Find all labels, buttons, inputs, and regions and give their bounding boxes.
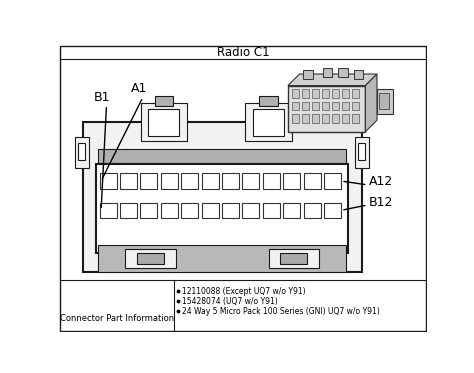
Bar bbox=[125, 249, 175, 268]
Bar bbox=[332, 90, 339, 98]
Bar bbox=[98, 245, 346, 272]
Bar bbox=[140, 203, 157, 218]
Bar bbox=[332, 102, 339, 110]
Bar bbox=[283, 173, 300, 189]
Bar bbox=[302, 114, 309, 122]
Bar bbox=[78, 143, 85, 160]
Text: 15428074 (UQ7 w/o Y91): 15428074 (UQ7 w/o Y91) bbox=[182, 297, 277, 305]
Bar bbox=[222, 203, 239, 218]
Bar bbox=[181, 203, 198, 218]
Bar bbox=[155, 96, 173, 106]
Bar bbox=[342, 90, 349, 98]
Bar bbox=[312, 102, 319, 110]
Bar bbox=[201, 203, 219, 218]
Bar bbox=[245, 103, 292, 141]
Text: B1: B1 bbox=[94, 91, 110, 104]
Text: Connector Part Information: Connector Part Information bbox=[60, 314, 173, 323]
Bar bbox=[75, 137, 89, 168]
Bar bbox=[201, 173, 219, 189]
Bar bbox=[304, 203, 321, 218]
Bar bbox=[280, 253, 307, 264]
Bar bbox=[352, 102, 359, 110]
Bar bbox=[288, 85, 365, 132]
Bar bbox=[324, 173, 341, 189]
Bar bbox=[324, 203, 341, 218]
Bar bbox=[263, 173, 280, 189]
Bar bbox=[120, 173, 137, 189]
Bar bbox=[82, 122, 362, 272]
Bar bbox=[268, 249, 319, 268]
Bar bbox=[100, 203, 117, 218]
Text: A1: A1 bbox=[131, 82, 147, 95]
Bar bbox=[358, 143, 365, 160]
Polygon shape bbox=[288, 74, 377, 85]
Bar bbox=[283, 203, 300, 218]
Bar bbox=[100, 173, 117, 189]
Bar bbox=[242, 203, 259, 218]
Bar bbox=[161, 173, 178, 189]
Text: 12110088 (Except UQ7 w/o Y91): 12110088 (Except UQ7 w/o Y91) bbox=[182, 287, 305, 296]
Bar bbox=[312, 114, 319, 122]
Bar bbox=[322, 102, 329, 110]
Bar bbox=[322, 114, 329, 122]
Bar bbox=[303, 70, 313, 79]
Bar bbox=[96, 164, 347, 253]
Bar bbox=[352, 90, 359, 98]
Bar bbox=[259, 96, 278, 106]
Bar bbox=[338, 68, 347, 77]
Bar bbox=[356, 137, 369, 168]
Bar bbox=[302, 90, 309, 98]
Bar bbox=[377, 90, 392, 114]
Text: A12: A12 bbox=[369, 175, 393, 188]
Bar bbox=[263, 203, 280, 218]
Bar bbox=[322, 90, 329, 98]
Bar bbox=[137, 253, 164, 264]
Bar bbox=[222, 173, 239, 189]
Bar bbox=[304, 173, 321, 189]
Bar bbox=[292, 114, 299, 122]
Bar bbox=[140, 173, 157, 189]
Text: 24 Way 5 Micro Pack 100 Series (GNI) UQ7 w/o Y91): 24 Way 5 Micro Pack 100 Series (GNI) UQ7… bbox=[182, 307, 380, 316]
Text: B12: B12 bbox=[369, 196, 393, 209]
Bar bbox=[332, 114, 339, 122]
Text: Radio C1: Radio C1 bbox=[217, 46, 269, 59]
Bar bbox=[242, 173, 259, 189]
Bar bbox=[323, 68, 332, 77]
Bar bbox=[120, 203, 137, 218]
Bar bbox=[253, 109, 284, 136]
Bar bbox=[292, 90, 299, 98]
Bar bbox=[148, 109, 179, 136]
Bar bbox=[141, 103, 187, 141]
Bar bbox=[354, 70, 363, 79]
Bar bbox=[292, 102, 299, 110]
Bar bbox=[312, 90, 319, 98]
Bar bbox=[181, 173, 198, 189]
Bar bbox=[161, 203, 178, 218]
Bar bbox=[342, 102, 349, 110]
Bar bbox=[379, 93, 389, 109]
Polygon shape bbox=[365, 74, 377, 132]
Bar bbox=[342, 114, 349, 122]
Bar bbox=[98, 149, 346, 163]
Bar bbox=[352, 114, 359, 122]
Bar bbox=[302, 102, 309, 110]
